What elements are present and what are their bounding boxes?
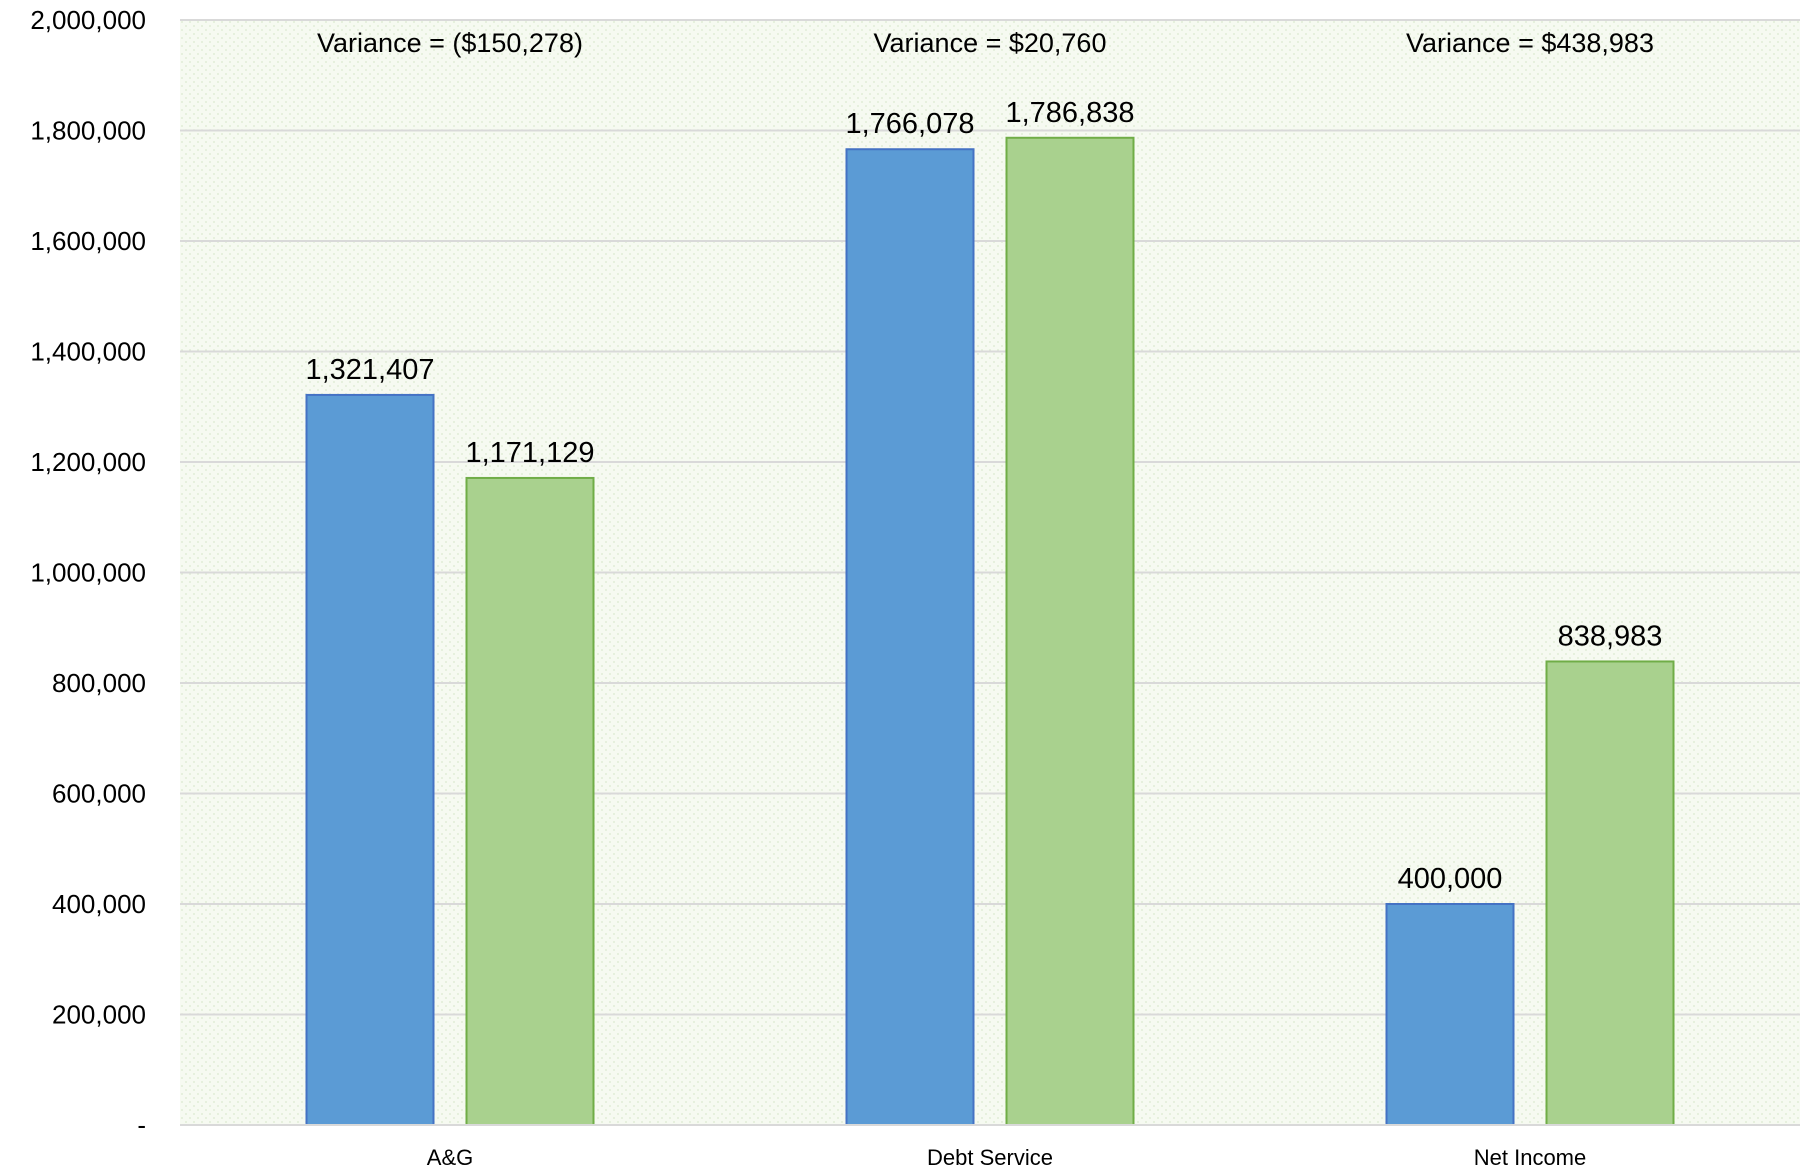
x-category-label: A&G <box>427 1145 473 1167</box>
y-tick-label: 1,400,000 <box>30 337 146 367</box>
bar <box>845 148 975 1127</box>
variance-annotation: Variance = ($150,278) <box>317 28 583 58</box>
x-category-label: Debt Service <box>927 1145 1053 1167</box>
data-label: 1,786,838 <box>1005 97 1134 129</box>
y-tick-label: 1,000,000 <box>30 558 146 588</box>
gridlines <box>180 19 1800 1016</box>
bar <box>1545 660 1675 1127</box>
bar <box>465 476 595 1126</box>
y-tick-label: 200,000 <box>52 1000 146 1030</box>
y-tick-label: - <box>137 1110 146 1140</box>
y-tick-label: 400,000 <box>52 889 146 919</box>
y-tick-label: 800,000 <box>52 668 146 698</box>
y-tick-label: 1,200,000 <box>30 447 146 477</box>
y-tick-label: 1,600,000 <box>30 226 146 256</box>
y-axis-ticks: - 200,000 400,000 600,000 800,000 1,000,000 1,… <box>30 5 146 1140</box>
bar <box>305 393 435 1127</box>
data-labels: 1,321,407 1,171,129 1,766,078 1,786,838 400,… <box>305 97 1662 895</box>
variance-annotation: Variance = $438,983 <box>1406 28 1654 58</box>
bars <box>305 136 1675 1127</box>
x-category-label: Net Income <box>1474 1145 1587 1167</box>
variance-annotations: Variance = ($150,278) Variance = $20,760 V… <box>317 28 1654 58</box>
y-tick-label: 600,000 <box>52 779 146 809</box>
y-tick-label: 2,000,000 <box>30 5 146 35</box>
bar <box>1005 136 1135 1126</box>
data-label: 400,000 <box>1398 863 1503 895</box>
data-label: 838,983 <box>1558 620 1663 652</box>
variance-annotation: Variance = $20,760 <box>874 28 1107 58</box>
data-label: 1,321,407 <box>305 354 434 386</box>
data-label: 1,171,129 <box>465 437 594 469</box>
y-tick-label: 1,800,000 <box>30 116 146 146</box>
bar <box>1385 903 1515 1126</box>
x-axis-categories: A&G Debt Service Net Income <box>427 1145 1586 1167</box>
data-label: 1,766,078 <box>845 108 974 140</box>
